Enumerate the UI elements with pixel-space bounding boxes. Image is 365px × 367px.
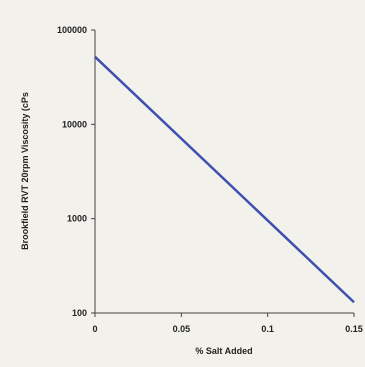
y-tick-label: 1000: [67, 214, 87, 224]
y-tick-label: 10000: [62, 119, 87, 129]
x-tick-label: 0.1: [261, 324, 274, 334]
x-tick-label: 0.15: [345, 324, 363, 334]
series-line: [94, 55, 355, 304]
y-tick-label: 100: [72, 308, 87, 318]
y-tick-labels: 100000 10000 1000 100: [57, 25, 95, 318]
plot-area: [95, 30, 354, 313]
y-tick-label: 100000: [57, 25, 87, 35]
x-tick-label: 0: [92, 324, 97, 334]
x-tick-labels: 0 0.05 0.1 0.15: [92, 313, 363, 334]
x-axis-title: % Salt Added: [195, 346, 252, 356]
x-tick-label: 0.05: [173, 324, 191, 334]
series-group: [94, 55, 355, 304]
y-axis-title: Brookfield RVT 20rpm Viscosity (cPs: [20, 92, 30, 250]
